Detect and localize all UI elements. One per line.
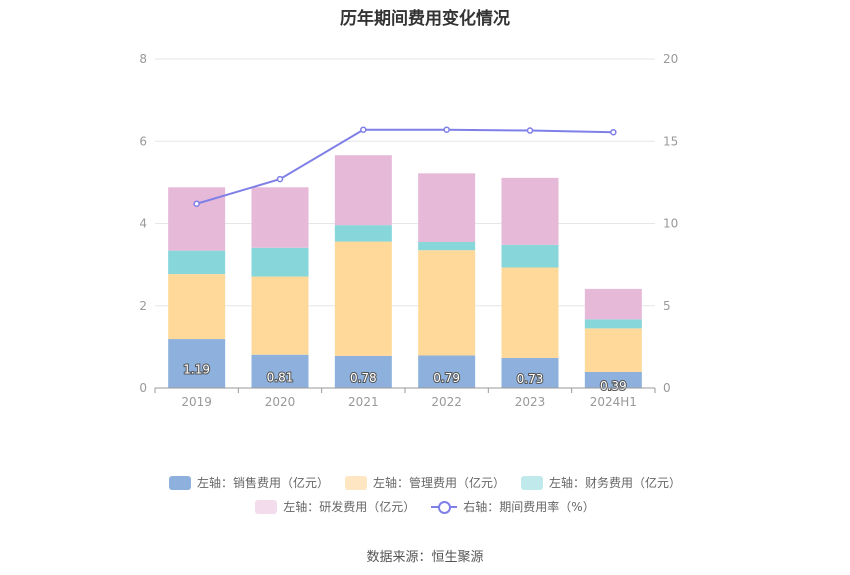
legend-label-rate: 右轴：期间费用率（%） [463,500,595,514]
rate-point [276,175,284,183]
legend-row-1: 左轴：销售费用（亿元） 左轴：管理费用（亿元） 左轴：财务费用（亿元） [0,474,850,491]
legend-swatch-sales [168,475,191,490]
bar-rd [501,177,559,245]
x-tick-label: 2022 [431,395,462,409]
rate-line [196,128,614,205]
data-label: 0.39 [600,379,627,393]
grid-layer [155,58,655,307]
bar-sales [251,354,309,388]
x-tick-label: 2023 [515,395,546,409]
y-right-tick-label: 5 [663,299,671,313]
y-left-tick-label: 0 [139,381,147,395]
chart-title: 历年期间费用变化情况 [340,9,510,29]
chart-plot: 1.190.81 0.78 0.79 0.73 0.39 024680510152020… [139,52,678,409]
bar-sales [501,357,559,388]
data-label: 0.73 [517,372,544,386]
legend-item-rd[interactable]: 左轴：研发费用（亿元） [255,498,415,515]
bar-sales [418,355,476,388]
line-layer [193,126,617,208]
data-label: 1.19 [183,363,210,377]
bar-finance [168,250,226,275]
data-label: 0.78 [350,371,377,385]
y-right-tick-label: 15 [663,134,678,148]
y-left-tick-label: 6 [139,134,147,148]
x-tick-label: 2024H1 [590,395,637,409]
rate-point [193,200,200,208]
rate-point [610,128,617,136]
label-layer: 1.19 0.81 0.78 0.79 0.73 0.39 [182,362,627,394]
data-label: 0.79 [433,371,460,385]
legend-item-finance[interactable]: 左轴：财务费用（亿元） [521,474,681,491]
bar-sales [584,371,642,388]
legend-label-rd: 左轴：研发费用（亿元） [283,500,416,514]
bar-rd [584,288,642,320]
bar-finance [584,319,642,329]
y-right-tick-label: 20 [663,52,678,66]
bar-finance [501,244,559,268]
legend-label-admin: 左轴：管理费用（亿元） [372,476,505,490]
bar-admin [168,274,226,340]
rate-point [360,126,367,133]
y-right-tick-label: 0 [663,381,671,395]
y-right-tick-label: 10 [663,217,678,231]
bar-finance [334,225,392,242]
bar-admin [584,328,642,372]
legend-label-finance: 左轴：财务费用（亿元） [549,476,682,490]
bar-rd [334,155,392,226]
y-left-tick-label: 2 [139,299,147,313]
bar-sales [168,339,226,388]
x-tick-label: 2020 [265,395,296,409]
y-left-tick-label: 4 [139,217,147,231]
x-tick-label: 2021 [348,395,379,409]
legend-swatch-admin [344,475,367,490]
bar-finance [251,247,309,277]
rate-point [526,127,534,134]
rate-point [443,126,450,133]
bar-layer [168,155,642,388]
legend-item-sales[interactable]: 左轴：销售费用（亿元） [168,474,329,491]
bar-admin [251,276,309,355]
bar-admin [418,250,476,356]
bar-sales [334,355,392,388]
y-left-tick-label: 8 [139,52,147,66]
bar-finance [418,242,476,251]
data-label: 0.81 [267,370,294,384]
bar-admin [334,241,392,356]
legend-swatch-finance [521,475,543,490]
axis-layer: 0 2 4 6 8 0 5 10 15 20 2019 2020 2021 2022 2023 2024H1 [139,52,678,409]
source-note: 数据来源：恒生聚源 [366,550,484,565]
legend-swatch-rd [255,499,278,514]
x-tick-label: 2019 [181,395,212,409]
legend-item-admin[interactable]: 左轴：管理费用（亿元） [344,474,505,491]
bar-admin [501,267,559,358]
bar-rd [418,173,476,243]
bar-rd [168,187,226,251]
legend-item-rate[interactable]: 右轴：期间费用率（%） [431,498,595,515]
legend-label-sales: 左轴：销售费用（亿元） [196,476,329,490]
legend-line-rate [431,500,458,514]
bar-rd [251,187,309,248]
legend-row-2: 左轴：研发费用（亿元） 右轴：期间费用率（%） [0,498,850,515]
